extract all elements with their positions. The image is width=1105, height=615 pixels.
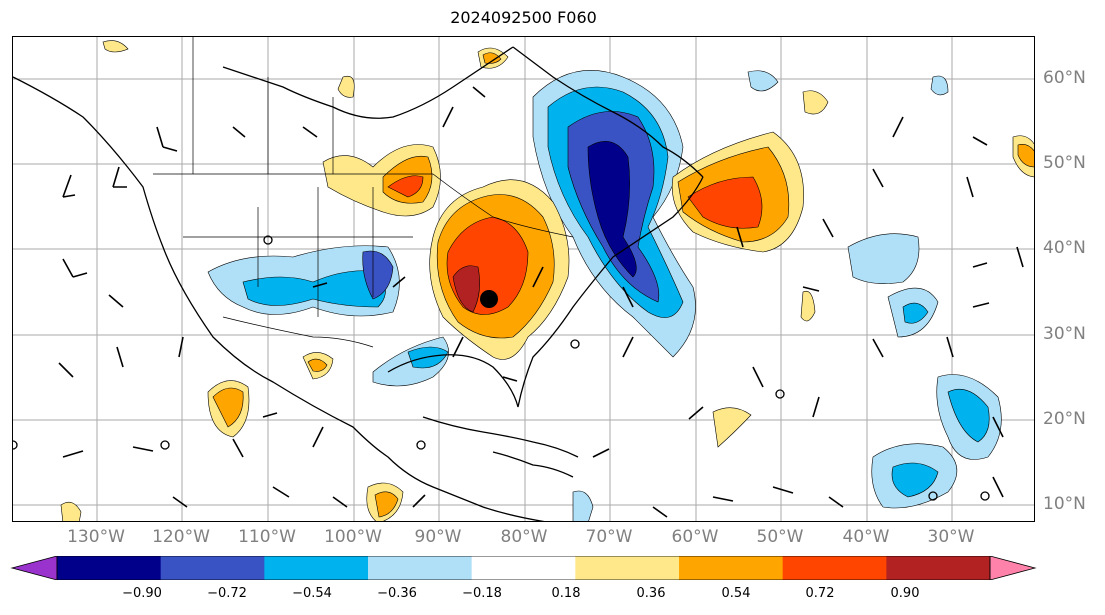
- colorbar-segment: [368, 556, 473, 580]
- map-title: 2024092500 F060: [450, 8, 597, 27]
- colorbar-tick: −0.72: [207, 586, 247, 601]
- lon-label: 130°W: [67, 527, 125, 547]
- colorbar-segment: [575, 556, 680, 580]
- colorbar-tick: 0.90: [890, 586, 920, 601]
- lon-label: 30°W: [927, 527, 975, 547]
- colorbar-segment: [886, 556, 991, 580]
- lon-label: 40°W: [842, 527, 890, 547]
- colorbar-tick: 0.72: [805, 586, 835, 601]
- lat-label: 20°N: [1043, 409, 1086, 429]
- colorbar-tick: 0.54: [721, 586, 751, 601]
- lon-label: 80°W: [500, 527, 548, 547]
- colorbar-segment: [57, 556, 162, 580]
- lon-label: 70°W: [585, 527, 633, 547]
- lon-label: 90°W: [414, 527, 462, 547]
- map-canvas: [13, 37, 1034, 521]
- lon-label: 50°W: [756, 527, 804, 547]
- lat-label: 30°N: [1043, 324, 1086, 344]
- colorbar-segment: [782, 556, 887, 580]
- lon-label: 120°W: [152, 527, 210, 547]
- lat-label: 10°N: [1043, 494, 1086, 514]
- colorbar-segment: [679, 556, 784, 580]
- lat-label: 40°N: [1043, 238, 1086, 258]
- wind-barb-icon: [58, 86, 1024, 518]
- colorbar-outline: [56, 556, 991, 580]
- colorbar-tick: −0.54: [292, 586, 332, 601]
- colorbar-tick: 0.36: [636, 586, 666, 601]
- storm-center-dot-icon: [480, 290, 498, 308]
- colorbar: [10, 556, 1037, 580]
- colorbar-tick: 0.18: [551, 586, 581, 601]
- open-circle-icon: [13, 235, 990, 501]
- colorbar-extend-high: [989, 556, 1037, 580]
- lat-label: 60°N: [1043, 68, 1086, 88]
- coastlines: [13, 46, 704, 521]
- lon-label: 60°W: [671, 527, 719, 547]
- colorbar-segment: [264, 556, 369, 580]
- lat-label: 50°N: [1043, 153, 1086, 173]
- colorbar-segment: [471, 556, 576, 580]
- colorbar-tick: −0.90: [122, 586, 162, 601]
- weather-map: [12, 36, 1035, 522]
- lon-label: 110°W: [238, 527, 296, 547]
- colorbar-tick: −0.18: [462, 586, 502, 601]
- anomaly-shading: [60, 40, 1034, 521]
- colorbar-tick: −0.36: [377, 586, 417, 601]
- colorbar-segments: [10, 556, 1037, 580]
- political-boundaries: [153, 37, 574, 348]
- lon-label: 100°W: [324, 527, 382, 547]
- colorbar-segment: [160, 556, 265, 580]
- colorbar-extend-low: [10, 556, 58, 580]
